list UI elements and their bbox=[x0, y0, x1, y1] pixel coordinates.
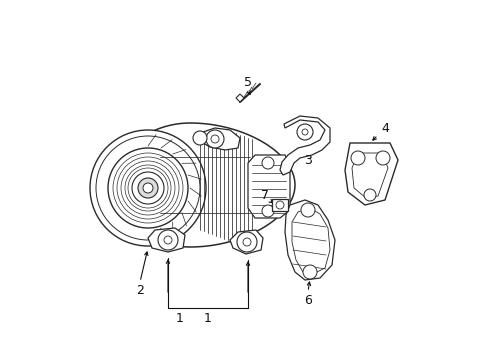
Text: 1: 1 bbox=[203, 311, 211, 324]
Polygon shape bbox=[271, 199, 287, 211]
Circle shape bbox=[158, 230, 178, 250]
Circle shape bbox=[262, 157, 273, 169]
Circle shape bbox=[375, 151, 389, 165]
Circle shape bbox=[108, 148, 187, 228]
Circle shape bbox=[132, 172, 163, 204]
Polygon shape bbox=[198, 128, 240, 150]
Text: 5: 5 bbox=[244, 76, 251, 89]
Circle shape bbox=[303, 265, 316, 279]
Text: 3: 3 bbox=[304, 153, 311, 166]
Polygon shape bbox=[345, 143, 397, 205]
Text: 7: 7 bbox=[261, 189, 268, 202]
Circle shape bbox=[296, 124, 312, 140]
Text: 1: 1 bbox=[176, 311, 183, 324]
Polygon shape bbox=[280, 116, 329, 175]
Text: 4: 4 bbox=[380, 122, 388, 135]
Circle shape bbox=[350, 151, 364, 165]
Circle shape bbox=[363, 189, 375, 201]
Circle shape bbox=[142, 183, 153, 193]
Polygon shape bbox=[236, 94, 244, 102]
Polygon shape bbox=[247, 155, 289, 218]
Polygon shape bbox=[285, 200, 334, 280]
Polygon shape bbox=[110, 123, 294, 247]
Circle shape bbox=[193, 131, 206, 145]
Polygon shape bbox=[229, 230, 263, 254]
Circle shape bbox=[301, 203, 314, 217]
Circle shape bbox=[90, 130, 205, 246]
Circle shape bbox=[205, 130, 224, 148]
Text: 2: 2 bbox=[136, 284, 143, 297]
Polygon shape bbox=[148, 228, 184, 252]
Circle shape bbox=[138, 178, 158, 198]
Circle shape bbox=[237, 232, 257, 252]
Text: 6: 6 bbox=[304, 293, 311, 306]
Circle shape bbox=[262, 205, 273, 217]
